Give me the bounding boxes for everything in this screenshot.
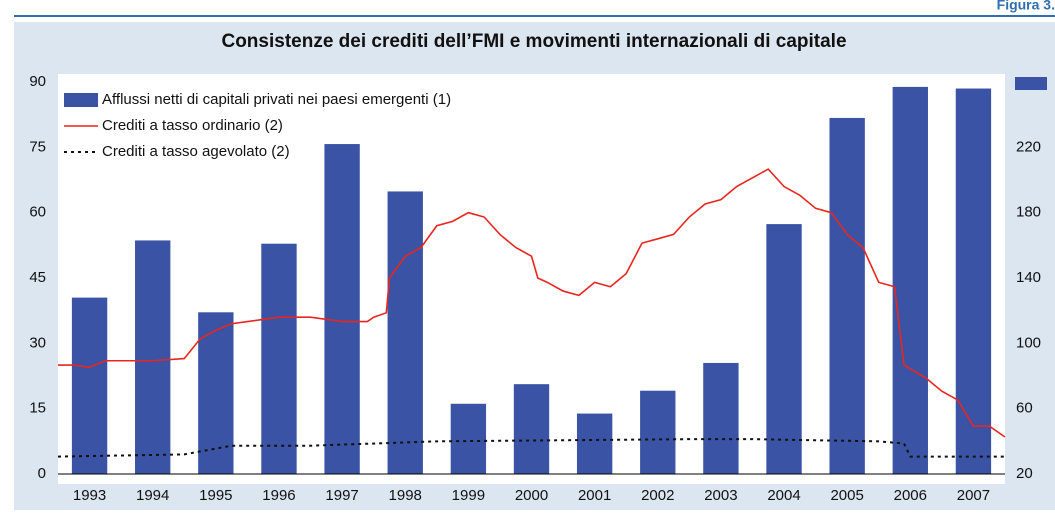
bar: [387, 191, 423, 474]
chart-title: Consistenze dei crediti dell’FMI e movim…: [221, 31, 846, 52]
bar: [892, 86, 928, 475]
x-tick-label: 1999: [452, 487, 485, 504]
line: [58, 168, 1006, 438]
x-tick-label: 1994: [136, 487, 169, 504]
x-tick-label: 2002: [641, 487, 674, 504]
figure-label: Figura 3.: [997, 0, 1055, 13]
bar: [261, 243, 297, 474]
bar: [703, 362, 739, 474]
bar: [576, 413, 613, 474]
bar: [135, 240, 171, 474]
legend-label: Crediti a tasso agevolato (2): [102, 143, 290, 160]
x-tick-label: 1995: [199, 487, 232, 504]
y-tick-label: 90: [29, 73, 46, 90]
y2-tick-label: 100: [1016, 334, 1041, 351]
y2-tick-label: 140: [1016, 269, 1041, 286]
x-tick-label: 1997: [325, 487, 358, 504]
legend-swatch: [64, 93, 98, 107]
y-tick-label: 60: [29, 204, 46, 221]
x-tick-label: 2006: [894, 487, 927, 504]
x-tick-label: 2003: [704, 487, 737, 504]
y-tick-label: 30: [29, 334, 46, 351]
y2-tick-label: 180: [1016, 204, 1041, 221]
y2-tick-label: 60: [1016, 400, 1033, 417]
y-tick-label: 15: [29, 400, 46, 417]
bar: [829, 117, 865, 474]
legend-label: Crediti a tasso ordinario (2): [102, 117, 283, 134]
y-tick-label: 0: [38, 465, 46, 482]
x-tick-label: 1993: [73, 487, 106, 504]
bar: [640, 390, 676, 474]
legend-label: Afflussi netti di capitali privati nei p…: [102, 91, 451, 108]
y2-tick-label: 20: [1016, 465, 1033, 482]
line: [57, 438, 1005, 458]
x-tick-label: 2001: [578, 487, 611, 504]
bar: [450, 403, 487, 474]
x-tick-label: 2004: [767, 487, 800, 504]
x-tick-label: 1996: [262, 487, 295, 504]
y2-axis-marker: [1015, 77, 1047, 90]
x-tick-label: 2007: [957, 487, 990, 504]
x-tick-label: 2005: [830, 487, 863, 504]
x-tick-label: 2000: [515, 487, 548, 504]
y-tick-label: 75: [29, 138, 46, 155]
bar: [955, 88, 992, 475]
y-tick-label: 45: [29, 269, 46, 286]
bar: [513, 384, 550, 474]
bar: [766, 224, 802, 474]
bar: [324, 144, 360, 475]
y2-tick-label: 220: [1016, 138, 1041, 155]
x-tick-label: 1998: [389, 487, 422, 504]
bar: [71, 297, 108, 474]
